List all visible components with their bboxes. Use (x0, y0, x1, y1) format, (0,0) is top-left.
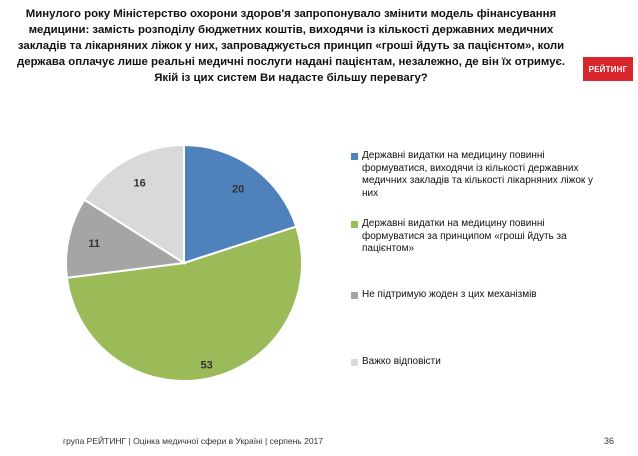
legend-label: Державні видатки на медицину повинні фор… (362, 218, 567, 254)
pie-slice-2 (65, 225, 303, 383)
slice-value-label-1: 20 (232, 184, 244, 196)
pie-slice-3 (65, 198, 187, 279)
footer-text: група РЕЙТИНГ | Оцінка медичної сфери в … (63, 436, 323, 446)
legend-label: Не підтримую жоден з цих механізмів (362, 289, 537, 300)
slice-value-label-4: 16 (134, 177, 146, 189)
legend-item-3: Не підтримую жоден з цих механізмів (351, 289, 537, 302)
slice-value-label-3: 11 (88, 238, 100, 250)
legend-swatch (351, 153, 358, 160)
pie-slice-1 (183, 143, 298, 265)
legend-item-1: Державні видатки на медицину повинні фор… (351, 150, 596, 200)
page-number: 36 (603, 436, 614, 446)
rating-logo: РЕЙТИНГ (583, 57, 633, 81)
question-title: Минулого року Міністерство охорони здоро… (17, 8, 565, 84)
legend-label: Важко відповісти (362, 356, 441, 367)
pie-slice-4 (82, 143, 185, 265)
slice-value-label-2: 53 (201, 359, 213, 371)
legend-label: Державні видатки на медицину повинні фор… (362, 150, 594, 199)
legend-swatch (351, 359, 358, 366)
legend-item-4: Важко відповісти (351, 356, 441, 369)
legend-item-2: Державні видатки на медицину повинні фор… (351, 218, 596, 256)
legend-swatch (351, 221, 358, 228)
legend-swatch (351, 292, 358, 299)
